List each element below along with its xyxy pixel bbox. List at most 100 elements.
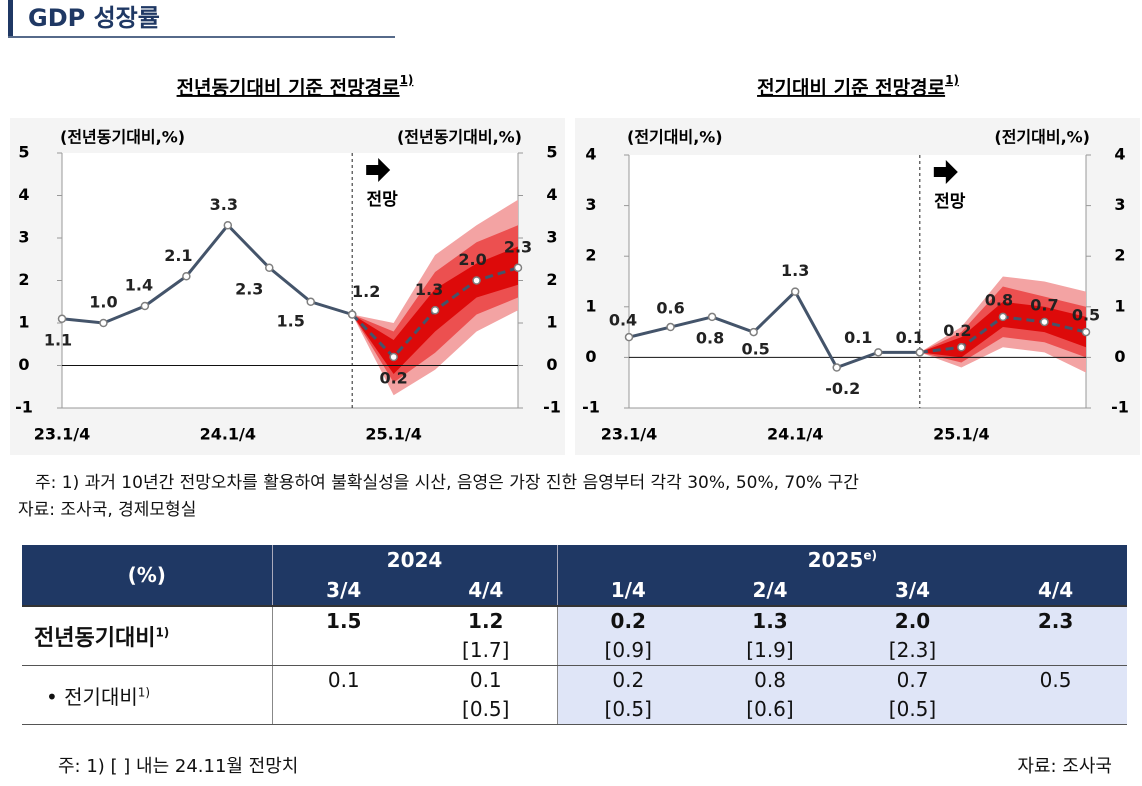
y2-tick-label: -1 bbox=[543, 398, 561, 417]
point bbox=[57, 314, 67, 323]
cell: 0.5 bbox=[984, 665, 1128, 725]
row-label-text: 전기대비 bbox=[64, 684, 138, 709]
y-tick-label: 4 bbox=[18, 185, 29, 204]
chart-title-sup: 1) bbox=[400, 73, 414, 87]
data-label: 0.5 bbox=[741, 340, 769, 359]
y-tick-label: 1 bbox=[18, 313, 29, 332]
cell-value: 1.3 bbox=[752, 609, 788, 633]
y-axis-label: (전년동기대비,%) bbox=[60, 128, 185, 147]
row-label-text: 전년동기대비 bbox=[34, 626, 156, 651]
footer-note: 주: 1) [ ] 내는 24.11월 전망치 bbox=[58, 756, 299, 777]
y-tick-label: 3 bbox=[18, 228, 29, 247]
cell: 0.1 bbox=[271, 665, 415, 725]
cell-value: 0.1 bbox=[469, 668, 502, 692]
cell-prev: [0.5] bbox=[888, 697, 937, 721]
quarter: 3/4 bbox=[841, 575, 985, 606]
annotation: 전망 bbox=[934, 192, 966, 212]
point bbox=[666, 322, 675, 332]
y2-tick-label: 0 bbox=[1114, 347, 1125, 366]
note: 자료: 조사국, 경제모형실 bbox=[18, 500, 197, 520]
cell: 2.3 bbox=[984, 605, 1128, 666]
page-title: GDP 성장률 bbox=[28, 4, 160, 32]
cell-value: 1.5 bbox=[326, 609, 362, 633]
point bbox=[472, 276, 481, 285]
cell-prev: [0.6] bbox=[746, 697, 794, 721]
point bbox=[957, 343, 966, 352]
quarter: 1/4 bbox=[556, 575, 700, 606]
y2-tick-label: 4 bbox=[546, 185, 557, 204]
cell: 1.5 bbox=[271, 605, 416, 666]
point bbox=[140, 301, 150, 311]
y-tick-label: -1 bbox=[15, 398, 33, 417]
point bbox=[389, 352, 398, 362]
data-label: 1.4 bbox=[125, 276, 153, 295]
cell: 1.3 [1.9] bbox=[699, 605, 842, 666]
y2-tick-label: 1 bbox=[1114, 296, 1125, 315]
y2-tick-label: 3 bbox=[1114, 195, 1125, 214]
year: 2025e) bbox=[556, 545, 1128, 575]
y2-axis-label: (전기대비,%) bbox=[994, 128, 1090, 147]
chart-title-text: 전년동기대비 기준 전망경로 bbox=[177, 77, 400, 99]
data-label: 0.5 bbox=[1072, 306, 1100, 325]
quarter: 3/4 bbox=[271, 575, 415, 606]
corner: (%) bbox=[22, 545, 272, 606]
data-label: 1.2 bbox=[352, 282, 380, 301]
charts: GDP 성장률 전년동기대비 기준 전망경로1)(전년동기대비,%) (전년동기대… bbox=[8, 0, 1140, 455]
series-line bbox=[628, 289, 920, 370]
data-label: 0.8 bbox=[985, 290, 1013, 309]
cell-prev bbox=[273, 633, 416, 663]
footer-source: 자료: 조사국 bbox=[1017, 756, 1112, 777]
year-sup: e) bbox=[863, 548, 877, 563]
cell-prev: [0.5] bbox=[604, 697, 652, 721]
point bbox=[306, 297, 315, 306]
data-row: • 전기대비1) 0.1 0.1 [0.5] 0.2 [0.5] 0.8 [0.6] 0.7 [0… bbox=[22, 665, 1128, 725]
data-label: -0.2 bbox=[825, 379, 860, 398]
cell-value: 0.7 bbox=[896, 668, 929, 692]
point bbox=[223, 221, 233, 230]
data-label: 1.0 bbox=[89, 293, 117, 312]
y2-tick-label: 2 bbox=[546, 270, 557, 289]
x-tick-label: 25.1/4 bbox=[933, 425, 989, 444]
y2-axis-label: (전년동기대비,%) bbox=[397, 128, 522, 147]
chart-title: 전년동기대비 기준 전망경로1) bbox=[177, 73, 414, 99]
point bbox=[513, 263, 523, 272]
data-label: 0.7 bbox=[1030, 295, 1058, 314]
cell-value: 1.2 bbox=[468, 609, 504, 633]
y2-tick-label: 3 bbox=[546, 228, 557, 247]
cell-value: 2.3 bbox=[1037, 609, 1074, 633]
row-label-sup: 1) bbox=[155, 625, 170, 640]
y-tick-label: -1 bbox=[582, 398, 600, 417]
chart-title-sup: 1) bbox=[945, 73, 959, 87]
cell-value: 0.5 bbox=[1039, 668, 1072, 692]
y-tick-label: 3 bbox=[585, 195, 596, 214]
year: 2024 bbox=[271, 545, 558, 575]
cell: 0.8 [0.6] bbox=[699, 665, 842, 725]
data-label: 1.5 bbox=[277, 311, 305, 330]
y2-tick-label: -1 bbox=[1111, 398, 1129, 417]
row-label: 전년동기대비1) bbox=[22, 605, 272, 666]
title-bar bbox=[8, 0, 13, 36]
y-tick-label: 0 bbox=[18, 355, 29, 374]
table: (%) 2024 2025e) 3/4 4/4 1/4 2/4 3/4 4/4 전년동기대비1) 1… bbox=[22, 545, 1128, 725]
cell-prev: [1.9] bbox=[746, 638, 794, 662]
cell: 0.2 [0.5] bbox=[556, 665, 700, 725]
cell-value: 0.2 bbox=[612, 668, 645, 692]
point bbox=[749, 327, 758, 337]
point bbox=[182, 272, 191, 281]
x-tick-label: 23.1/4 bbox=[34, 425, 90, 444]
point bbox=[1040, 317, 1049, 327]
quarter: 4/4 bbox=[415, 575, 558, 606]
x-tick-label: 25.1/4 bbox=[365, 425, 421, 444]
cell: 0.7 [0.5] bbox=[841, 665, 985, 725]
row-label-sup: 1) bbox=[137, 684, 151, 699]
chart-title: 전기대비 기준 전망경로1) bbox=[757, 73, 959, 99]
point bbox=[99, 318, 108, 328]
point bbox=[347, 310, 357, 319]
data-row: 전년동기대비1) 1.5 1.2 [1.7] 0.2 [0.9] 1.3 [1.9] 2.0 [2… bbox=[22, 605, 1128, 666]
bullet: • bbox=[46, 684, 65, 709]
cell-value: 0.2 bbox=[610, 609, 646, 633]
cell: 1.2 [1.7] bbox=[415, 605, 558, 666]
y2-tick-label: 2 bbox=[1114, 246, 1125, 265]
note: 주: 1) 과거 10년간 전망오차를 활용하여 불확실성을 시산, 음영은 가… bbox=[35, 473, 859, 493]
data-label: 0.6 bbox=[656, 299, 684, 318]
